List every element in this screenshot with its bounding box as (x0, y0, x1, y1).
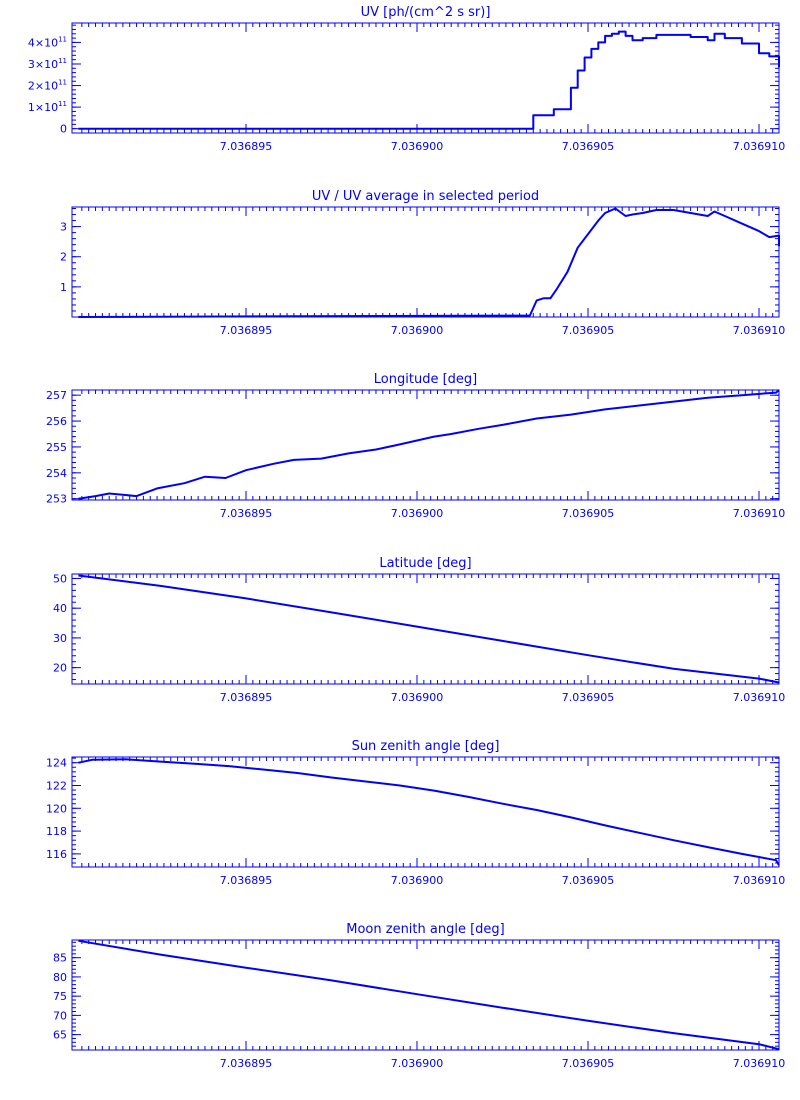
y-tick-label: 20 (53, 662, 67, 675)
y-tick-mantissa: 1×10 (28, 101, 58, 114)
y-tick-mantissa: 4×10 (28, 36, 58, 49)
x-tick-label: 7.036905 (562, 140, 615, 153)
y-tick-label: 118 (46, 825, 67, 838)
panel-3: Latitude [deg] 7.036895 7.036900 7.036905 7.… (53, 556, 785, 704)
panel-title: Sun zenith angle [deg] (352, 739, 500, 754)
x-tick-label: 7.036895 (220, 874, 273, 887)
plot-frame (71, 573, 780, 685)
y-tick-label: 85 (53, 952, 67, 965)
y-tick-label: 1 (60, 281, 67, 294)
x-tick-label: 7.036900 (391, 324, 444, 337)
y-tick-label: 254 (46, 467, 67, 480)
x-tick-label: 7.036905 (562, 691, 615, 704)
y-tick-label: 4×1011 (28, 35, 67, 49)
plot-frame (71, 389, 780, 501)
x-tick-label: 7.036910 (733, 140, 786, 153)
y-tick-exponent: 11 (58, 79, 67, 87)
y-tick-label: 2 (60, 251, 67, 264)
x-tick-label: 7.036895 (220, 1057, 273, 1070)
data-line (78, 574, 780, 684)
y-tick-label: 116 (46, 848, 67, 861)
x-tick-label: 7.036895 (220, 140, 273, 153)
plot-frame (71, 756, 780, 868)
y-tick-label: 122 (46, 779, 67, 792)
panel-title: UV / UV average in selected period (312, 189, 539, 204)
y-tick-label: 253 (46, 493, 67, 506)
y-tick-label: 75 (53, 990, 67, 1003)
x-tick-label: 7.036900 (391, 691, 444, 704)
y-tick-label: 1×1011 (28, 100, 67, 114)
x-tick-label: 7.036900 (391, 507, 444, 520)
y-tick-label: 120 (46, 802, 67, 815)
y-tick-label: 3×1011 (28, 57, 67, 71)
y-tick-label: 0 (60, 123, 67, 136)
plot-frame (71, 22, 780, 134)
data-line (78, 939, 780, 1051)
panel-1: UV / UV average in selected period 7.0368… (60, 189, 785, 337)
y-tick-exponent: 11 (58, 57, 67, 65)
y-tick-label: 30 (53, 632, 67, 645)
y-tick-mantissa: 0 (60, 123, 67, 136)
x-tick-label: 7.036905 (562, 507, 615, 520)
y-tick-mantissa: 3×10 (28, 58, 58, 71)
y-tick-label: 80 (53, 971, 67, 984)
y-tick-label: 255 (46, 441, 67, 454)
x-tick-label: 7.036900 (391, 874, 444, 887)
panel-4: Sun zenith angle [deg] 7.036895 7.036900 7.… (46, 739, 785, 887)
panel-title: Latitude [deg] (379, 556, 471, 571)
x-tick-label: 7.036900 (391, 1057, 444, 1070)
data-line (78, 30, 780, 130)
y-tick-label: 3 (60, 221, 67, 234)
panel-2: Longitude [deg] 7.036895 7.036900 7.036905 7… (46, 372, 785, 520)
plot-frame (71, 206, 780, 318)
x-tick-label: 7.036910 (733, 1057, 786, 1070)
y-tick-label: 2×1011 (28, 79, 67, 93)
y-tick-label: 257 (46, 389, 67, 402)
y-tick-exponent: 11 (58, 100, 67, 108)
panel-title: UV [ph/(cm^2 s sr)] (361, 5, 491, 20)
x-tick-label: 7.036910 (733, 324, 786, 337)
data-line (78, 389, 780, 500)
x-tick-label: 7.036895 (220, 691, 273, 704)
x-tick-label: 7.036910 (733, 691, 786, 704)
y-tick-exponent: 11 (58, 35, 67, 43)
y-tick-label: 40 (53, 602, 67, 615)
y-tick-label: 256 (46, 415, 67, 428)
x-tick-label: 7.036905 (562, 874, 615, 887)
x-tick-label: 7.036895 (220, 324, 273, 337)
y-tick-label: 50 (53, 572, 67, 585)
x-tick-label: 7.036905 (562, 1057, 615, 1070)
panel-0: UV [ph/(cm^2 s sr)] 7.036895 7.036900 7.036… (28, 5, 785, 153)
panel-title: Moon zenith angle [deg] (346, 922, 504, 937)
x-tick-label: 7.036895 (220, 507, 273, 520)
y-tick-label: 124 (46, 757, 67, 770)
panel-5: Moon zenith angle [deg] 7.036895 7.036900 7… (53, 922, 785, 1070)
x-tick-label: 7.036910 (733, 874, 786, 887)
y-tick-mantissa: 2×10 (28, 80, 58, 93)
plot-frame (71, 939, 780, 1051)
data-line (78, 758, 780, 866)
x-tick-label: 7.036900 (391, 140, 444, 153)
x-tick-label: 7.036910 (733, 507, 786, 520)
x-tick-label: 7.036905 (562, 324, 615, 337)
data-line (78, 207, 780, 318)
y-tick-label: 65 (53, 1029, 67, 1042)
y-tick-label: 70 (53, 1009, 67, 1022)
panel-title: Longitude [deg] (374, 372, 477, 387)
